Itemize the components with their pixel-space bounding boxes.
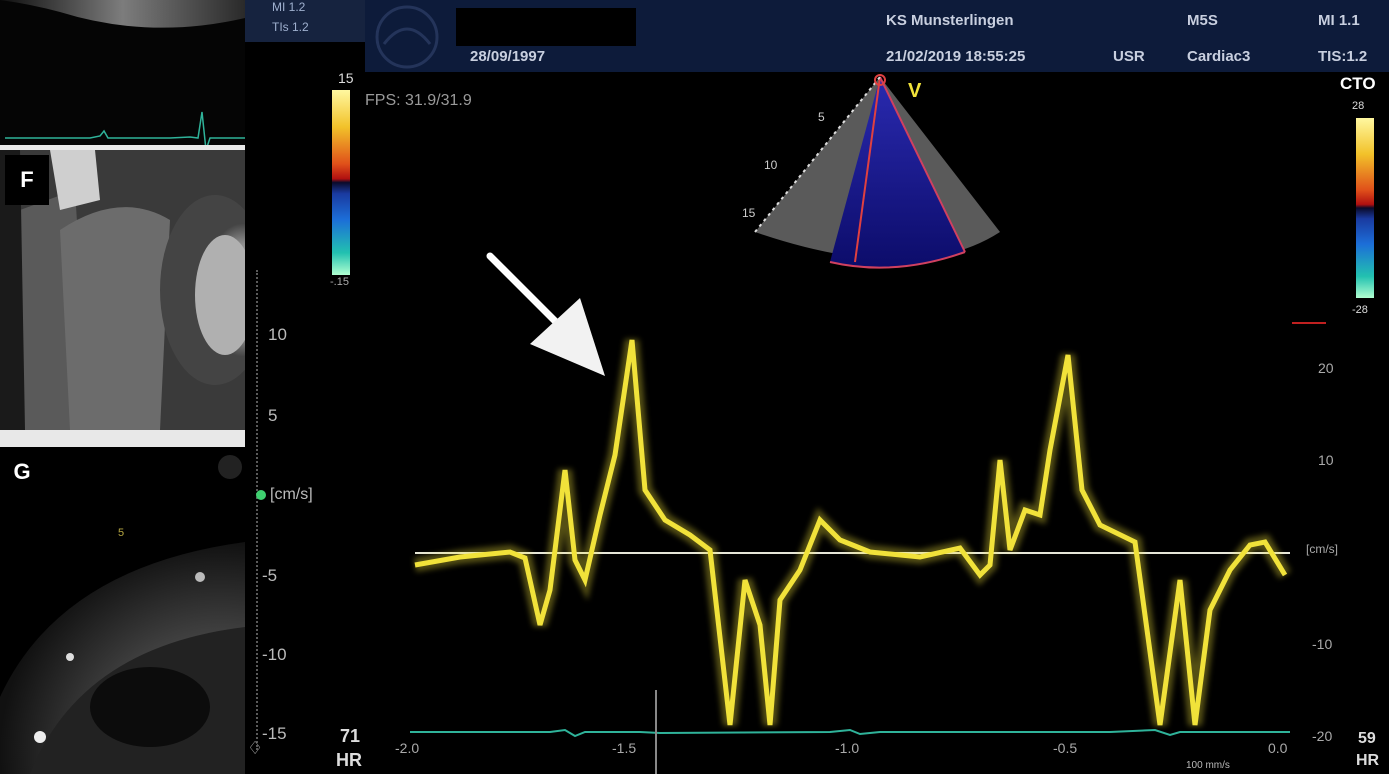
baseline-marker-icon <box>256 490 266 500</box>
sector-inset-image <box>754 74 1000 269</box>
right-tick-neg10: -10 <box>1312 636 1333 652</box>
color-scale-min-left: -.15 <box>330 276 349 288</box>
sector-depth-10: 10 <box>764 158 778 172</box>
panel-divider <box>0 145 245 150</box>
exam-datetime: 21/02/2019 18:55:25 <box>886 48 1026 65</box>
doppler-velocity-trace <box>413 338 1291 726</box>
sweep-speed: 100 mm/s <box>1186 760 1230 771</box>
right-tick-20: 20 <box>1318 360 1334 376</box>
sector-depth-15: 15 <box>742 206 756 220</box>
doppler-viewer <box>245 0 1389 774</box>
institution-name: KS Munsterlingen <box>886 12 1014 29</box>
panel-divider <box>0 430 245 447</box>
color-velocity-scale-left <box>332 90 350 275</box>
color-scale-min-right: -28 <box>1352 304 1368 316</box>
mi-left: MI 1.2 <box>272 0 306 14</box>
top-echo-image <box>0 0 245 145</box>
patient-dob: 28/09/1997 <box>470 48 546 65</box>
echo-panel-g: G 5 <box>0 447 245 774</box>
user-label: USR <box>1113 48 1145 65</box>
velocity-unit-left: [cm/s] <box>270 486 313 503</box>
left-velocity-axis <box>256 270 264 750</box>
color-velocity-scale-right <box>1356 118 1374 298</box>
mi-value: MI 1.1 <box>1318 12 1360 29</box>
left-tick-neg5: -5 <box>262 566 278 585</box>
sector-view-label: V <box>908 80 922 102</box>
right-tick-10: 10 <box>1318 452 1334 468</box>
time-tick-2.0: -2.0 <box>395 740 420 756</box>
top-echo-panel <box>0 0 245 145</box>
time-tick-0.5: -0.5 <box>1053 740 1078 756</box>
color-scale-max-left: 15 <box>338 70 354 86</box>
hr-value-right: 59 <box>1358 730 1376 747</box>
probe-icon: ♢ <box>247 738 264 758</box>
hr-label-right: HR <box>1356 752 1380 769</box>
mri-panel-f: F <box>0 150 245 430</box>
left-tick-neg15: -15 <box>262 724 287 743</box>
hr-label-left: HR <box>336 750 362 770</box>
color-scale-max-right: 28 <box>1352 100 1365 112</box>
sector-depth-5: 5 <box>818 110 825 124</box>
time-cursor <box>655 690 657 774</box>
hr-value-left: 71 <box>340 726 361 746</box>
vendor-logo-icon <box>375 5 439 69</box>
time-tick-1.5: -1.5 <box>612 740 637 756</box>
time-tick-1.0: -1.0 <box>835 740 860 756</box>
mri-image <box>0 150 245 430</box>
left-tick-5: 5 <box>268 406 278 425</box>
left-tick-10: 10 <box>268 325 287 344</box>
tis-value: TIS:1.2 <box>1318 48 1368 65</box>
fps-readout: FPS: 31.9/31.9 <box>365 92 472 109</box>
panel-label-f: F <box>5 155 49 205</box>
left-header-block: MI 1.2 TIs 1.2 <box>245 0 365 42</box>
time-tick-0.0: 0.0 <box>1268 740 1288 756</box>
tis-left: TIs 1.2 <box>272 20 309 34</box>
mode-label: CTO <box>1340 74 1376 93</box>
velocity-unit-right: [cm/s] <box>1306 542 1338 556</box>
right-tick-neg20: -20 <box>1312 728 1333 744</box>
scale-limit-marker <box>1292 322 1326 324</box>
annotation-arrow-icon <box>486 252 605 376</box>
panel-label-g: G <box>0 447 44 497</box>
left-tick-neg10: -10 <box>262 645 287 664</box>
depth-marker: 5 <box>118 527 125 539</box>
ecg-trace-top <box>5 111 245 145</box>
ecg-trace <box>410 728 1290 738</box>
patient-name-redacted <box>456 8 636 46</box>
probe-name: M5S <box>1187 12 1218 29</box>
doppler-spectrum <box>413 338 1291 726</box>
echo-sector-image <box>0 447 245 774</box>
preset-name: Cardiac3 <box>1187 48 1251 65</box>
